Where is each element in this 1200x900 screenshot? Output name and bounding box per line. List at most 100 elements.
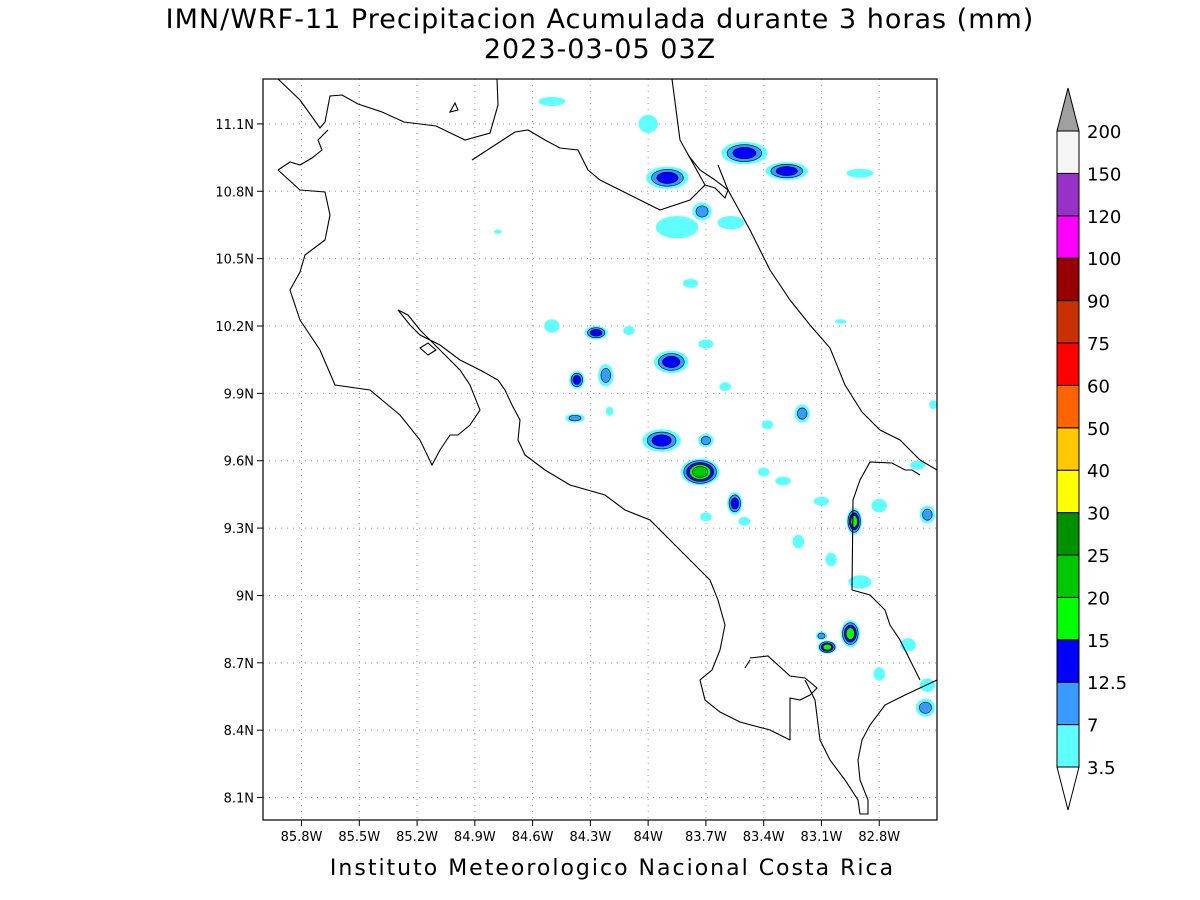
colorbar-swatch <box>1056 681 1080 726</box>
precip-contour <box>922 508 933 521</box>
lat-tick-label: 9.3N <box>224 522 254 537</box>
lat-tick-label: 9N <box>236 589 254 604</box>
precip-contour <box>656 171 679 184</box>
precip-contour <box>813 496 830 506</box>
lon-tick-label: 85.8W <box>281 830 323 845</box>
colorbar-label: 15 <box>1087 631 1110 652</box>
precip-contour <box>544 319 560 333</box>
lon-tick-label: 84.3W <box>569 830 611 845</box>
precipitation-field <box>494 96 937 717</box>
precip-contour <box>848 575 872 589</box>
precip-contour <box>846 168 874 178</box>
colorbar-swatch <box>1056 427 1080 471</box>
axis-ticks: 85.8W 85.5W 85.2W 84.9W 84.6W 84.3W 84W 83.7W 83… <box>215 118 900 845</box>
precip-contour <box>695 205 709 218</box>
island-north <box>448 101 459 113</box>
lat-tick-label: 11.1N <box>215 118 254 133</box>
precip-contour <box>834 319 847 324</box>
precip-contour <box>919 701 932 714</box>
pacific-south-coast <box>744 659 751 669</box>
colorbar-over-arrow <box>1056 87 1080 132</box>
colorbar-swatch <box>1056 384 1080 429</box>
colorbar-label: 50 <box>1087 419 1110 440</box>
osa-peninsula <box>749 655 818 740</box>
north-nicaragua-coast <box>277 79 499 141</box>
precip-contour <box>871 498 887 513</box>
precip-contour <box>655 215 699 239</box>
precip-contour <box>717 215 745 230</box>
map-valid-time: 2023-03-05 03Z <box>483 34 717 65</box>
lat-tick-label: 9.6N <box>224 455 254 470</box>
colorbar-swatch <box>1056 172 1080 217</box>
precip-contour <box>757 467 770 477</box>
colorbar-swatch <box>1056 596 1080 641</box>
lat-tick-label: 8.4N <box>224 724 254 739</box>
precip-contour <box>761 420 774 430</box>
lat-tick-label: 9.9N <box>224 387 254 402</box>
colorbar-under-arrow <box>1056 766 1080 811</box>
colorbar-label: 75 <box>1087 334 1110 355</box>
lon-tick-label: 84.9W <box>454 830 496 845</box>
nicaragua-border <box>471 129 729 211</box>
precip-contour <box>845 627 855 640</box>
gulf-of-nicoya <box>397 309 791 741</box>
colorbar-label: 200 <box>1087 122 1121 143</box>
lon-tick-label: 83.1W <box>801 830 843 845</box>
colorbar-label: 100 <box>1087 249 1121 270</box>
colorbar: 3.5 7 12.5 15 20 25 30 40 50 60 75 90 100 120 150 200 <box>1056 87 1127 811</box>
lat-tick-label: 10.5N <box>215 253 254 268</box>
precip-contour <box>825 552 837 567</box>
lon-tick-label: 84W <box>633 830 663 845</box>
precip-contour <box>605 406 614 416</box>
footer-credit: Instituto Meteorologico Nacional Costa R… <box>329 856 896 881</box>
colorbar-swatch <box>1056 724 1080 768</box>
precip-contour <box>651 434 672 447</box>
colorbar-swatch <box>1056 469 1080 514</box>
precip-contour <box>494 229 502 234</box>
colorbar-swatch <box>1056 130 1080 174</box>
golfo-dulce <box>804 679 937 815</box>
colorbar-swatch <box>1056 342 1080 386</box>
precip-contour <box>700 512 712 522</box>
precip-contour <box>638 114 658 133</box>
lat-tick-label: 10.8N <box>215 185 254 200</box>
precip-contour <box>700 436 712 446</box>
colorbar-label: 12.5 <box>1087 673 1127 694</box>
precip-contour <box>792 534 805 549</box>
precip-contour <box>698 339 714 349</box>
lat-tick-label: 10.2N <box>215 320 254 335</box>
caribbean-coast <box>671 79 937 471</box>
precip-contour <box>682 278 699 288</box>
lon-tick-label: 85.5W <box>338 830 380 845</box>
precip-contour <box>797 407 808 420</box>
precip-contour <box>822 643 832 651</box>
colorbar-label: 3.5 <box>1087 758 1116 779</box>
colorbar-label: 150 <box>1087 164 1121 185</box>
colorbar-swatch <box>1056 215 1080 259</box>
grid-lines <box>263 79 937 820</box>
colorbar-label: 30 <box>1087 504 1110 525</box>
precip-contour <box>817 632 826 639</box>
precip-contour <box>910 460 926 470</box>
map-title: IMN/WRF-11 Precipitacion Acumulada duran… <box>165 4 1035 35</box>
precip-contour <box>600 368 611 383</box>
precip-contour <box>775 166 798 176</box>
lon-tick-label: 82.8W <box>858 830 900 845</box>
pacific-coast-north <box>277 129 481 467</box>
precip-contour <box>775 476 791 486</box>
colorbar-label: 40 <box>1087 461 1110 482</box>
precip-contour <box>692 466 709 478</box>
colorbar-swatch <box>1056 554 1080 598</box>
precip-contour <box>738 516 751 526</box>
lon-tick-label: 83.4W <box>743 830 785 845</box>
precip-contour <box>590 329 603 337</box>
colorbar-label: 25 <box>1087 546 1110 567</box>
precip-contour <box>873 667 886 681</box>
panama-border <box>851 461 921 681</box>
precip-contour <box>732 147 757 160</box>
lat-tick-label: 8.7N <box>224 657 254 672</box>
colorbar-label: 7 <box>1087 716 1098 737</box>
colorbar-label: 20 <box>1087 588 1110 609</box>
map-frame <box>262 78 938 821</box>
